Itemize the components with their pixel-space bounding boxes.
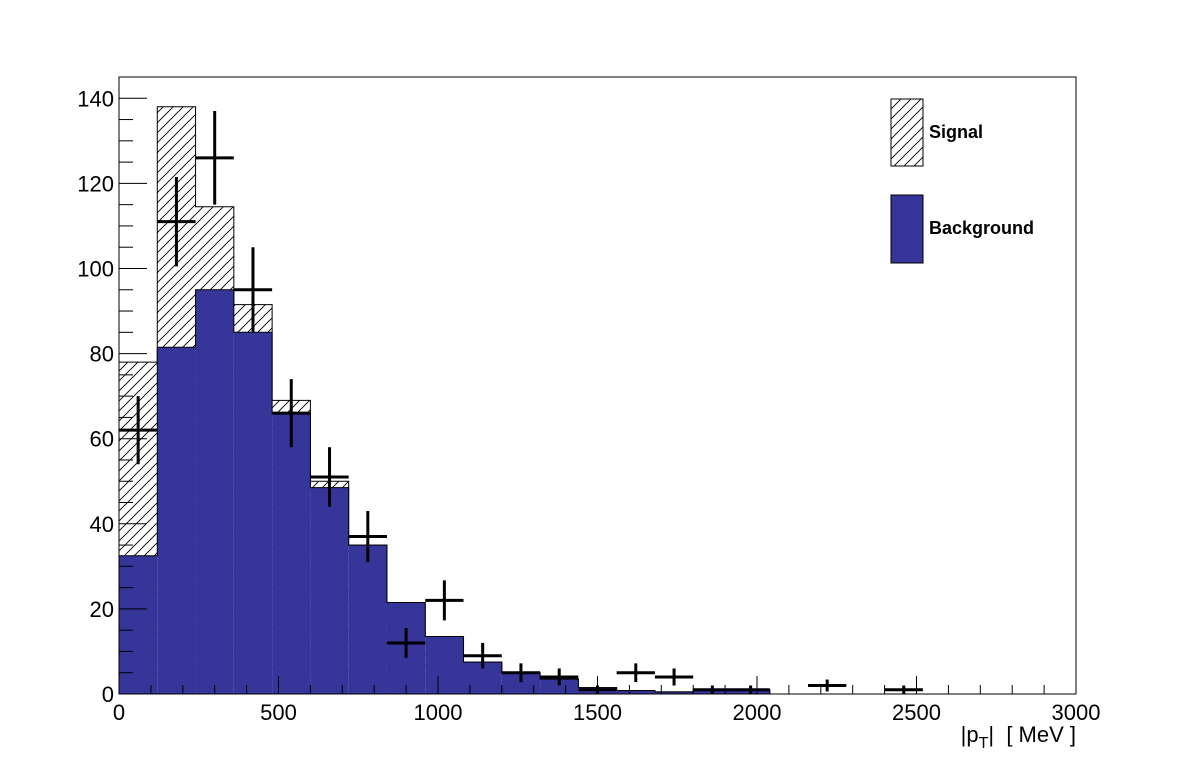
data-point-1: [157, 176, 196, 267]
x-axis-ticks: 0 500 1000 1500 2000 2500 3000: [113, 676, 1101, 725]
background-bar-5: [310, 487, 349, 694]
data-point-5: [310, 447, 349, 507]
background-bar-10: [501, 672, 541, 694]
data-point-16: [731, 685, 770, 694]
legend: Signal Background: [890, 98, 1034, 264]
y-tick-label: 80: [90, 342, 114, 367]
background-bar-11: [540, 679, 579, 694]
data-point-8: [425, 580, 464, 621]
background-bar-1: [157, 347, 196, 694]
legend-swatch-signal: [890, 98, 924, 167]
y-tick-label: 40: [90, 512, 114, 537]
data-points-series: [119, 111, 923, 694]
data-point-6: [348, 511, 387, 563]
x-tick-label: 2500: [892, 700, 941, 725]
x-axis-title-subscript: T: [979, 735, 989, 752]
legend-label-signal: Signal: [929, 122, 983, 142]
y-tick-label: 120: [77, 171, 114, 196]
background-bar-0: [119, 555, 158, 694]
data-point-3: [233, 247, 273, 333]
x-tick-label: 3000: [1052, 700, 1101, 725]
y-tick-label: 60: [90, 427, 114, 452]
background-bar-14: [654, 691, 694, 694]
legend-label-background: Background: [929, 218, 1034, 238]
data-point-11: [540, 668, 579, 686]
data-point-4: [272, 379, 311, 448]
background-bar-8: [425, 636, 464, 694]
x-axis-title-main: |p: [961, 722, 979, 747]
data-point-2: [195, 111, 234, 205]
background-bar-6: [348, 545, 387, 694]
y-tick-label: 100: [77, 256, 114, 281]
background-series: [118, 289, 771, 694]
x-tick-label: 0: [113, 700, 125, 725]
x-tick-label: 500: [260, 700, 297, 725]
y-tick-label: 140: [77, 86, 114, 111]
x-tick-label: 1500: [573, 700, 622, 725]
legend-swatch-background: [890, 194, 924, 264]
data-point-14: [654, 668, 694, 686]
y-tick-label: 20: [90, 597, 114, 622]
background-bar-3: [233, 332, 273, 694]
y-tick-label: 0: [102, 682, 114, 707]
y-axis-ticks: 0 20 40 60 80 100 120 140: [77, 76, 147, 707]
data-point-7: [386, 628, 426, 658]
x-axis-title: |pT| [ MeV ]: [961, 722, 1076, 752]
background-bar-13: [616, 690, 655, 694]
background-bar-2: [195, 289, 234, 694]
x-axis-title-unit: | [ MeV ]: [988, 722, 1076, 747]
data-point-0: [119, 396, 158, 465]
x-tick-label: 1000: [414, 700, 463, 725]
data-point-9: [463, 642, 502, 669]
data-point-13: [616, 663, 655, 683]
data-point-17: [808, 679, 847, 692]
x-tick-label: 2000: [733, 700, 782, 725]
data-point-10: [501, 663, 541, 683]
background-bar-4: [272, 413, 311, 694]
